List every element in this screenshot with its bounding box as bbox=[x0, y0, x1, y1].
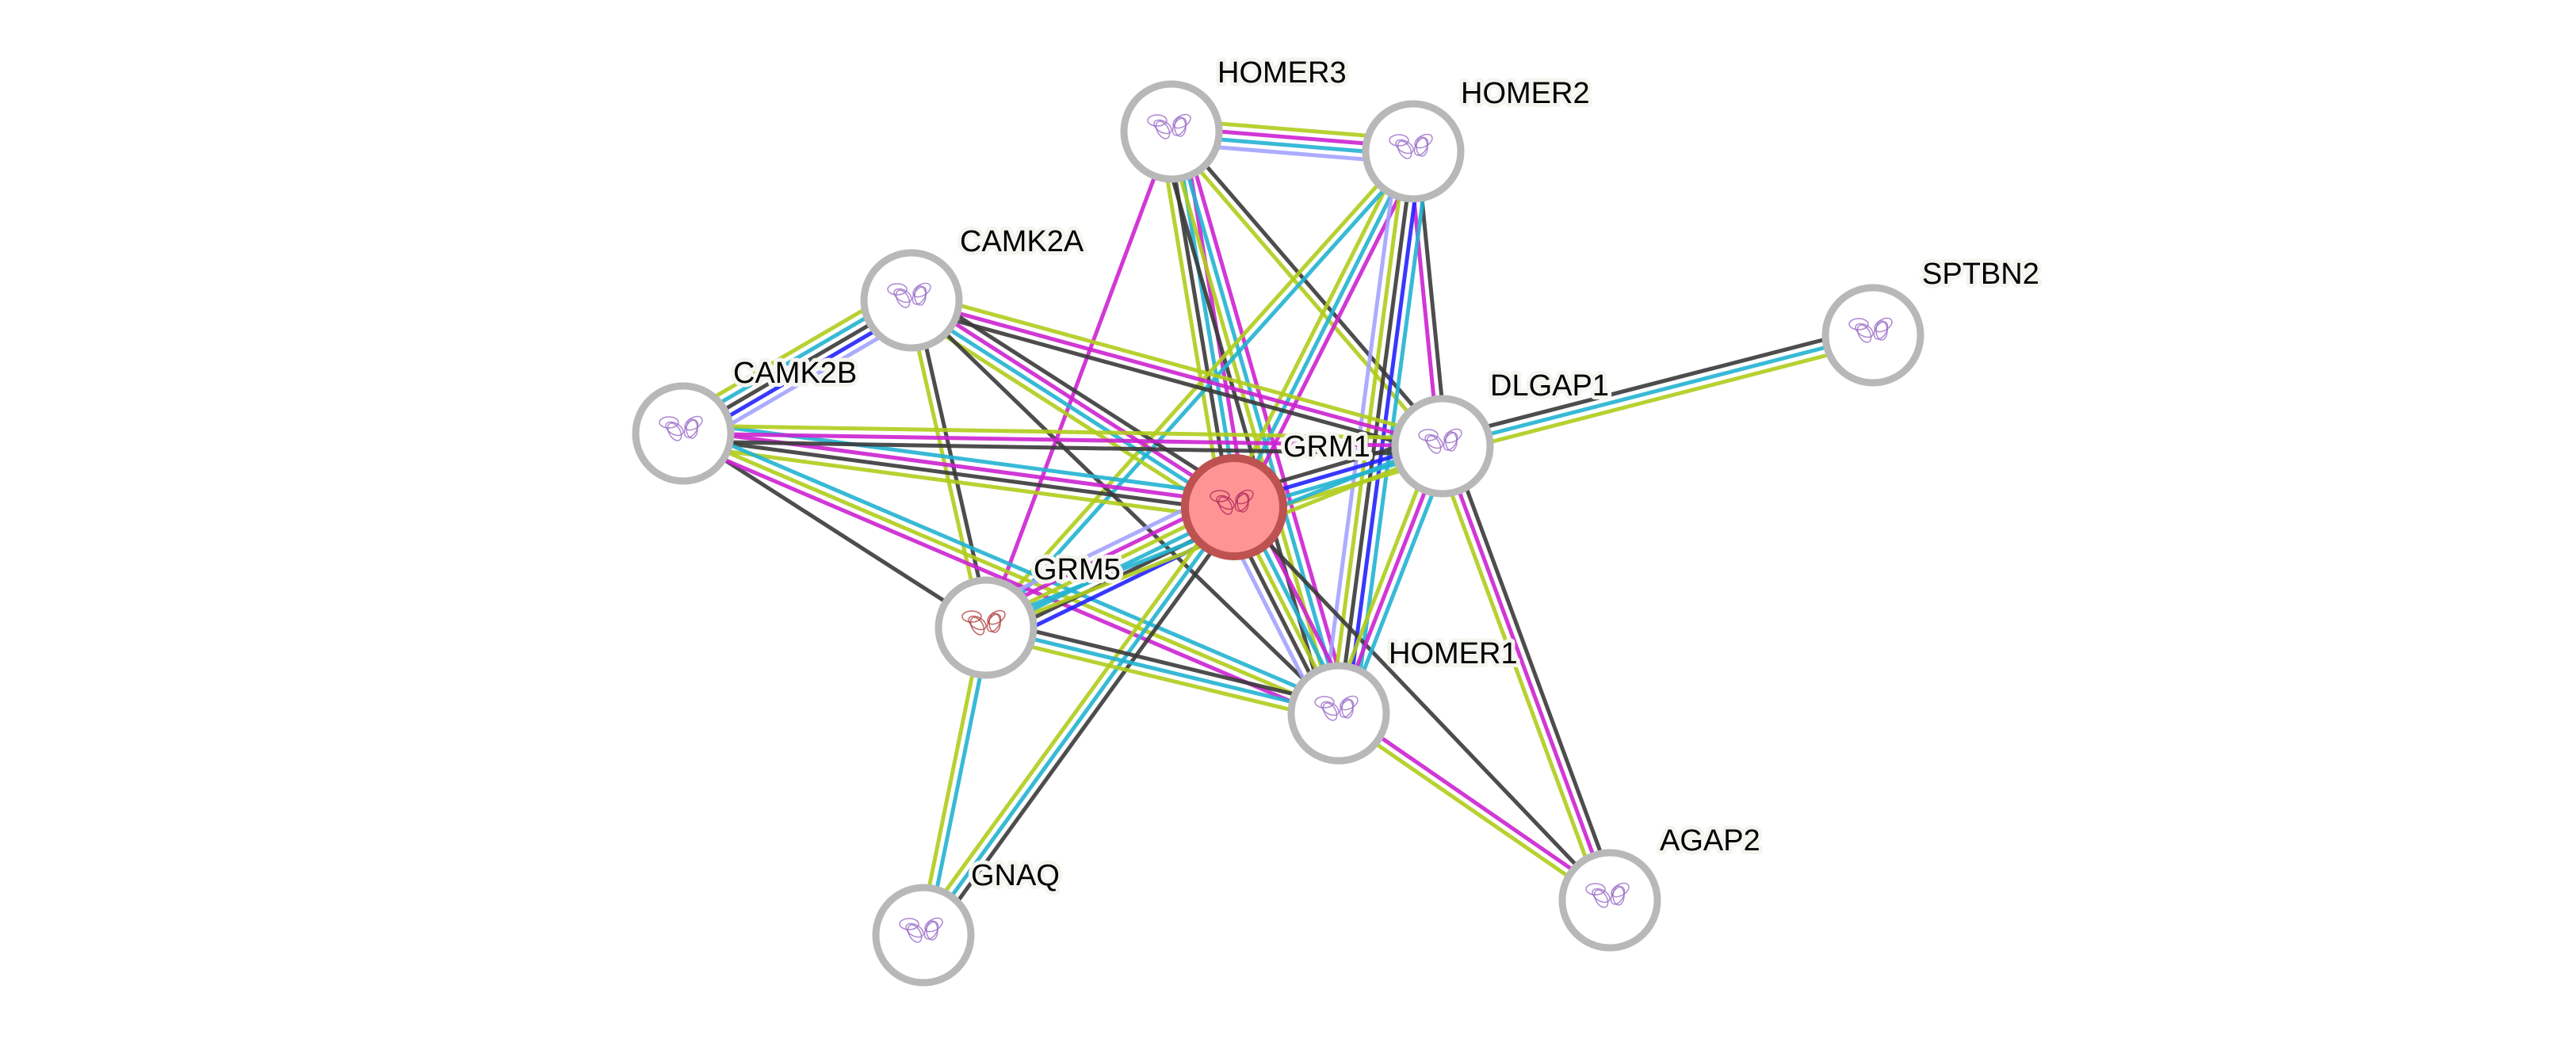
edge-dlgap1-sptbn2[interactable] bbox=[1439, 325, 1876, 456]
edge-evidence-textmining bbox=[1157, 133, 1225, 510]
edge-evidence-database bbox=[1232, 150, 1416, 509]
node-label: DLGAP1 bbox=[1490, 369, 1609, 403]
edge-evidence-cooccurrence bbox=[1344, 151, 1424, 715]
edge-evidence-textmining bbox=[1167, 132, 1442, 450]
edge-evidence-coexpression bbox=[1439, 325, 1872, 441]
edge-evidence-database bbox=[987, 152, 1418, 632]
labels-layer: HOMER3 HOMER2 CAMK2A CAMK2B GRM1 DLGAP1 SPTBN2… bbox=[729, 52, 2043, 896]
node-sptbn2[interactable] bbox=[1821, 284, 1924, 387]
edge-evidence-experimental bbox=[984, 131, 1174, 628]
edge-evidence-experimental bbox=[1181, 128, 1352, 711]
edge-evidence-textmining bbox=[683, 423, 1443, 441]
edge-evidence-coexpression bbox=[916, 288, 1242, 499]
node-label: GRM5 bbox=[1034, 553, 1121, 586]
node-grm5[interactable] bbox=[934, 576, 1038, 679]
node-grm1[interactable] bbox=[1181, 454, 1287, 560]
edge-evidence-coexpression bbox=[1172, 128, 1447, 445]
node-label: GRM1 bbox=[1283, 430, 1370, 464]
edge-evidence-coexpression bbox=[1336, 151, 1416, 714]
edge-evidence-coexpression bbox=[1233, 506, 1611, 902]
edge-evidence-experimental bbox=[911, 298, 1443, 449]
edge-homer3-dlgap1[interactable] bbox=[1167, 128, 1447, 450]
edge-evidence-database bbox=[985, 625, 1340, 716]
edge-evidence-coexpression bbox=[987, 617, 1341, 708]
edge-evidence-database bbox=[1173, 129, 1345, 713]
edge-evidence-database bbox=[1442, 333, 1874, 449]
edge-grm5-homer1[interactable] bbox=[984, 617, 1341, 724]
edge-camk2a-homer1[interactable] bbox=[910, 299, 1340, 715]
edge-evidence-coexpression bbox=[682, 435, 1234, 514]
node-label: GNAQ bbox=[971, 859, 1060, 892]
edge-evidence-coexpression bbox=[910, 299, 1340, 715]
protein-structure-icon bbox=[1314, 695, 1359, 721]
node-dlgap1[interactable] bbox=[1391, 395, 1494, 498]
node-gnaq[interactable] bbox=[872, 884, 975, 987]
edge-evidence-database bbox=[685, 424, 1343, 708]
edge-evidence-experimental bbox=[1440, 445, 1612, 901]
node-label: HOMER3 bbox=[1217, 56, 1347, 90]
protein-structure-icon bbox=[1418, 428, 1462, 454]
protein-structure-icon bbox=[1389, 133, 1433, 159]
node-homer3[interactable] bbox=[1120, 80, 1223, 183]
node-label: CAMK2B bbox=[733, 357, 857, 390]
protein-structure-icon bbox=[659, 415, 703, 441]
edge-evidence-experimental bbox=[1340, 708, 1614, 899]
node-camk2b[interactable] bbox=[632, 382, 735, 485]
edge-evidence-textmining bbox=[1443, 341, 1876, 456]
edge-camk2b-homer1[interactable] bbox=[679, 424, 1343, 723]
node-label: AGAP2 bbox=[1660, 824, 1760, 857]
edge-homer3-grm5[interactable] bbox=[984, 131, 1174, 628]
edge-camk2b-dlgap1[interactable] bbox=[682, 423, 1443, 456]
edge-camk2b-grm5[interactable] bbox=[682, 431, 988, 630]
node-camk2a[interactable] bbox=[860, 249, 963, 352]
edge-evidence-coexpression bbox=[1448, 442, 1619, 899]
edge-evidence-textmining bbox=[1328, 150, 1408, 713]
node-homer2[interactable] bbox=[1362, 100, 1465, 203]
edge-evidence-experimental bbox=[682, 431, 1443, 449]
protein-structure-icon bbox=[899, 917, 943, 943]
protein-structure-icon bbox=[1848, 317, 1893, 343]
protein-structure-icon bbox=[961, 609, 1006, 636]
node-homer1[interactable] bbox=[1287, 662, 1390, 765]
edge-evidence-textmining bbox=[984, 633, 1338, 724]
protein-structure-icon bbox=[1210, 489, 1254, 515]
edge-evidence-database bbox=[921, 506, 1236, 937]
edge-dlgap1-agap2[interactable] bbox=[1433, 442, 1619, 904]
node-label: HOMER1 bbox=[1389, 637, 1518, 670]
edge-evidence-textmining bbox=[915, 501, 1229, 932]
edge-evidence-textmining bbox=[912, 290, 1446, 441]
edge-evidence-experimental bbox=[679, 438, 1337, 723]
edge-evidence-textmining bbox=[682, 431, 1340, 716]
edge-evidence-textmining bbox=[1335, 715, 1609, 906]
edge-homer1-agap2[interactable] bbox=[1335, 708, 1614, 906]
edge-evidence-textmining bbox=[1433, 448, 1604, 904]
edge-evidence-database bbox=[908, 302, 1233, 513]
edge-evidence-coexpression bbox=[928, 510, 1243, 941]
node-label: HOMER2 bbox=[1461, 77, 1590, 110]
edge-grm5-gnaq[interactable] bbox=[917, 626, 992, 937]
edge-grm1-agap2[interactable] bbox=[1233, 506, 1611, 902]
nodes-layer bbox=[632, 80, 1924, 987]
edge-evidence-textmining bbox=[917, 626, 984, 935]
node-label: SPTBN2 bbox=[1922, 258, 2039, 291]
edge-evidence-experimental bbox=[912, 295, 1238, 506]
edge-evidence-coexpression bbox=[682, 439, 1443, 456]
protein-structure-icon bbox=[887, 282, 931, 308]
protein-structure-icon bbox=[1147, 113, 1191, 139]
edge-evidence-database bbox=[925, 628, 992, 937]
edge-grm1-gnaq[interactable] bbox=[915, 501, 1243, 941]
edge-evidence-coexpression bbox=[682, 431, 988, 630]
node-label: CAMK2A bbox=[960, 225, 1084, 258]
edge-evidence-coexpression bbox=[913, 299, 992, 628]
protein-structure-icon bbox=[1585, 882, 1630, 908]
edge-evidence-coexpression bbox=[908, 306, 1442, 456]
edge-camk2a-dlgap1[interactable] bbox=[908, 290, 1446, 456]
edge-evidence-textmining bbox=[681, 443, 1233, 521]
node-agap2[interactable] bbox=[1558, 849, 1661, 952]
